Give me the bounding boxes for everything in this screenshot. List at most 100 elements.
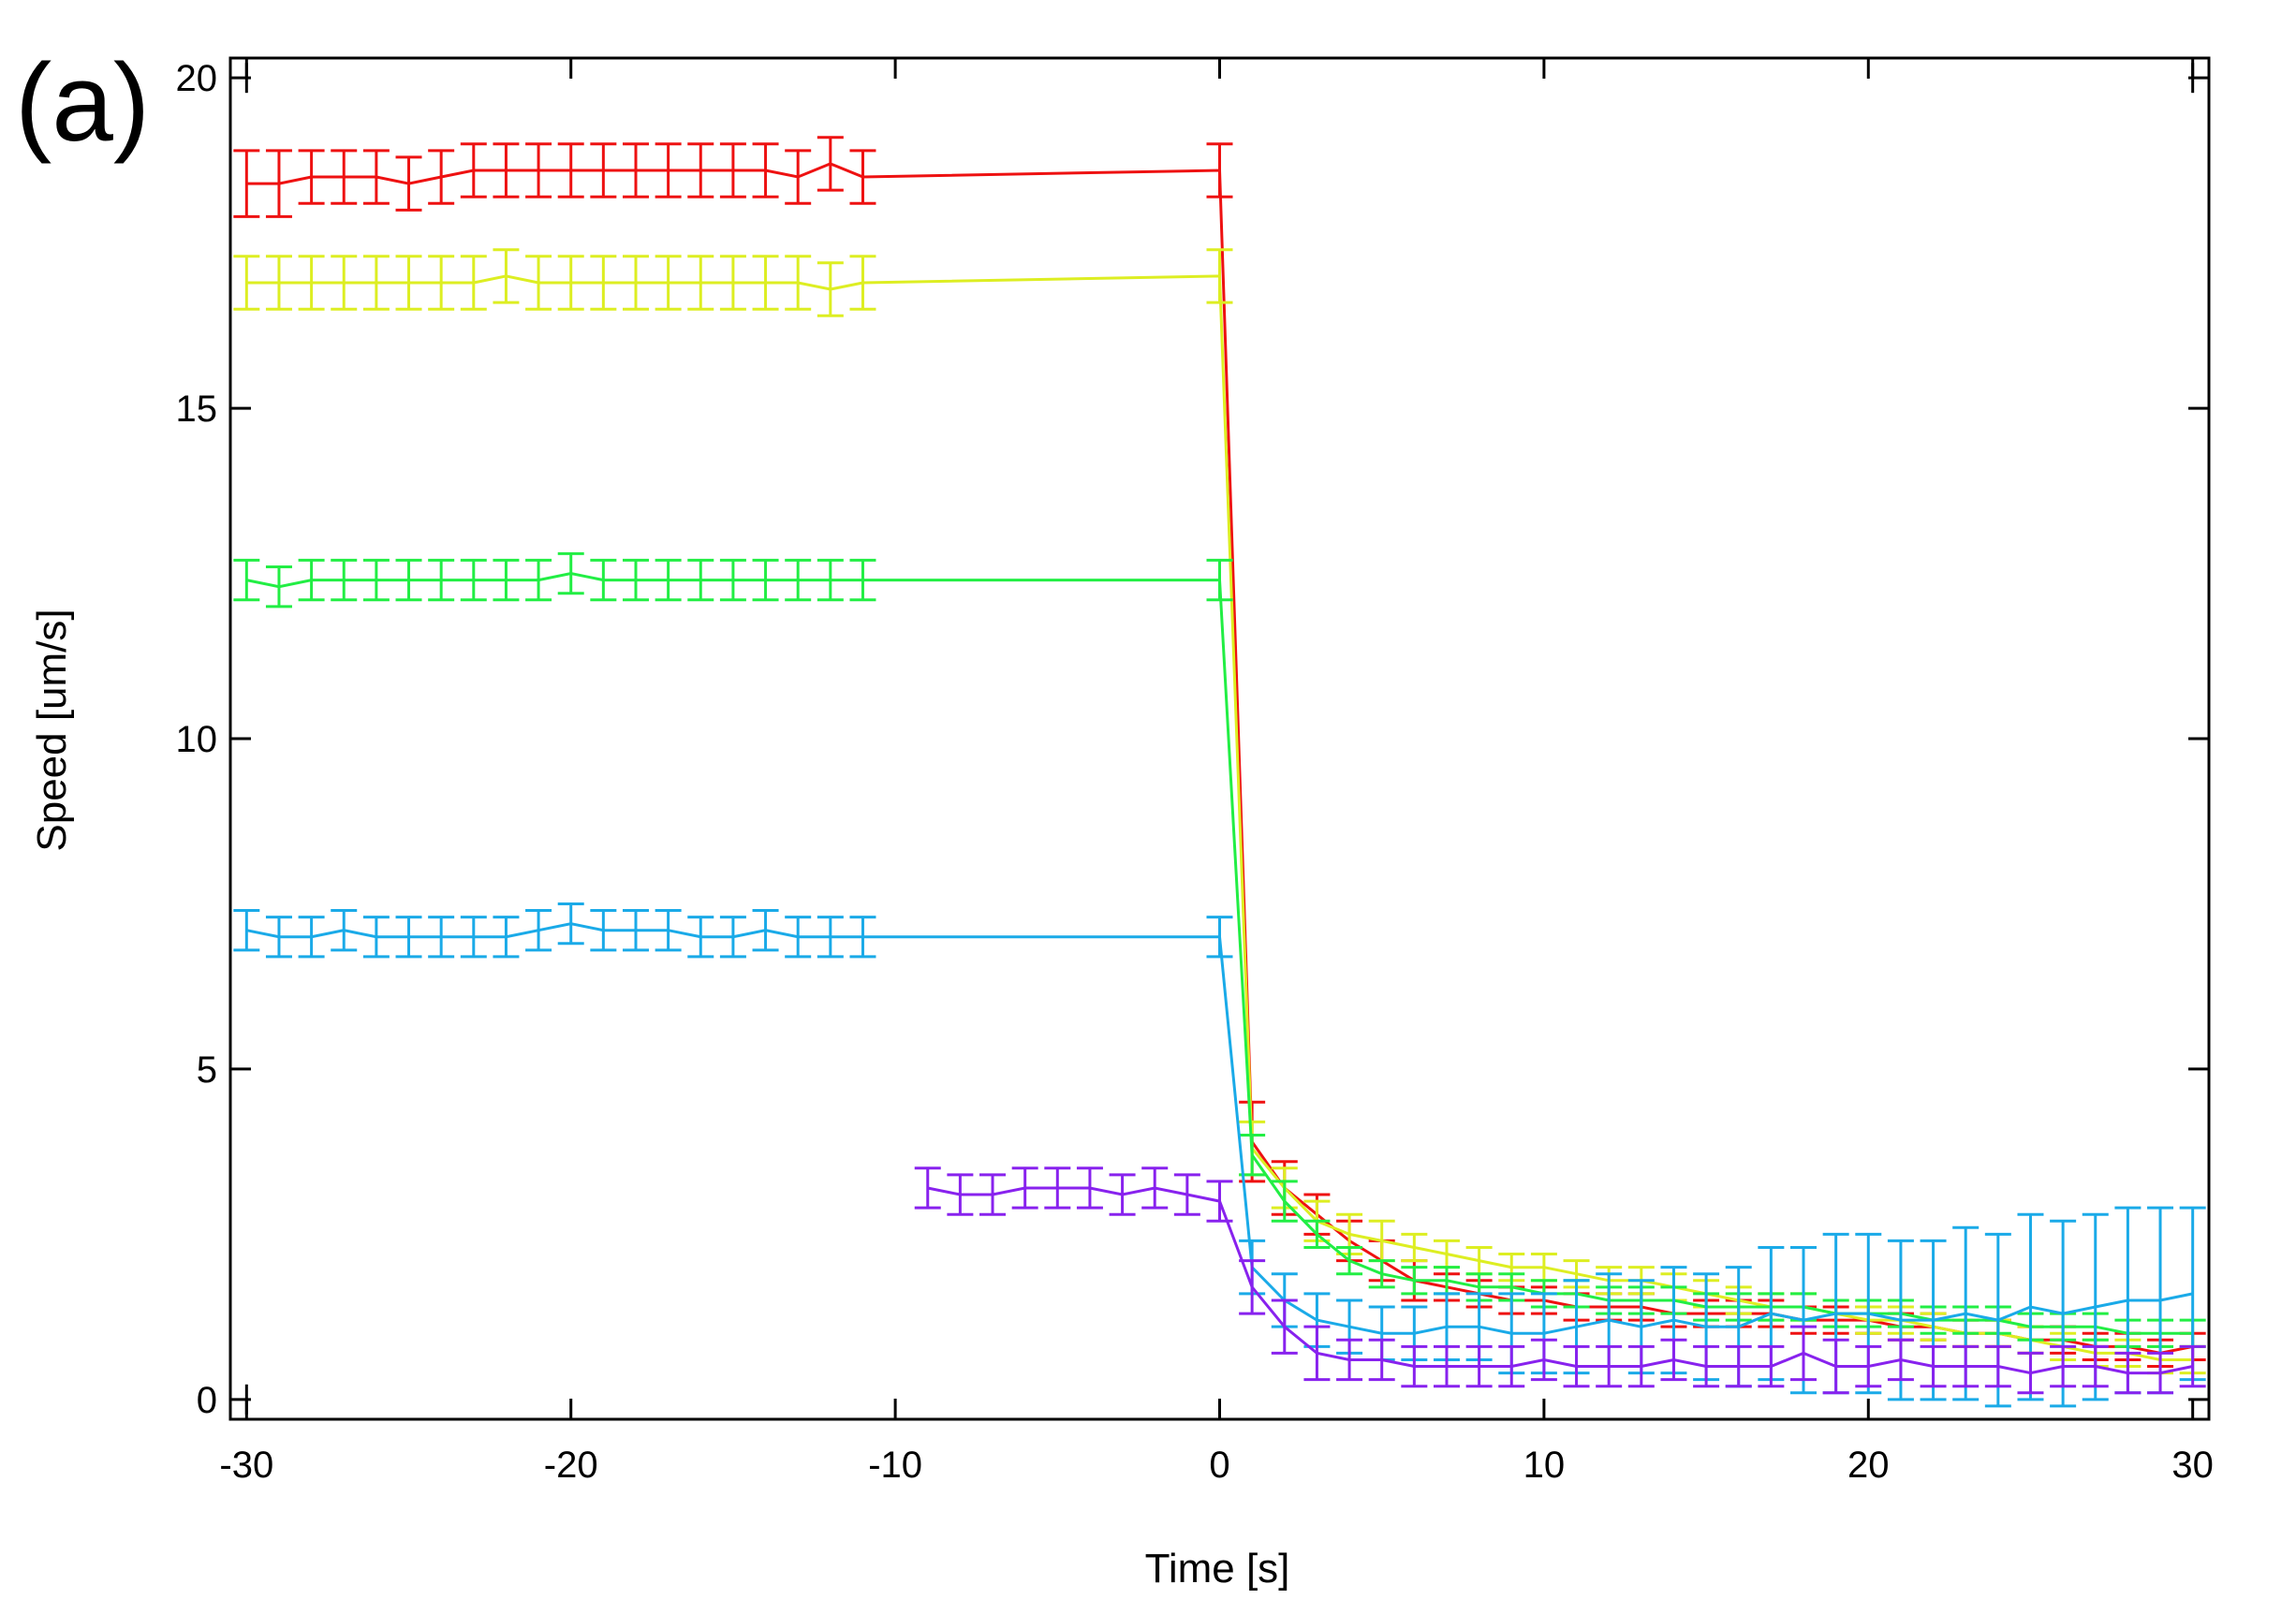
error-bar — [428, 255, 455, 311]
error-bar — [557, 902, 584, 946]
error-bar — [428, 558, 455, 602]
error-bar — [1725, 1344, 1752, 1388]
error-bar — [655, 558, 682, 602]
error-bar — [687, 558, 714, 602]
error-bar — [817, 916, 844, 959]
error-bar — [493, 558, 520, 602]
error-bar — [233, 149, 260, 218]
error-bar — [1239, 1259, 1266, 1315]
error-bar — [265, 149, 292, 218]
error-bar — [525, 558, 552, 602]
error-bar — [849, 255, 876, 311]
error-bar — [395, 155, 422, 212]
error-bar — [460, 255, 487, 311]
error-bar — [655, 142, 682, 198]
error-bar — [752, 558, 779, 602]
error-bar — [785, 558, 812, 602]
error-bar — [460, 916, 487, 959]
error-bar — [1596, 1344, 1623, 1388]
error-bar — [1271, 1298, 1298, 1355]
error-bar — [1984, 1344, 2011, 1388]
error-bar — [298, 149, 325, 205]
error-bar — [752, 909, 779, 952]
error-bar — [1627, 1344, 1655, 1388]
error-bar — [1920, 1344, 1947, 1388]
error-bar — [428, 149, 455, 205]
error-bar — [265, 255, 292, 311]
error-bar — [1433, 1344, 1460, 1388]
error-bar — [687, 916, 714, 959]
error-bar — [1822, 1338, 1849, 1395]
series-layer — [233, 136, 2206, 1408]
error-bar — [1206, 248, 1233, 304]
error-bar — [525, 255, 552, 311]
error-bar — [395, 558, 422, 602]
error-bar — [1660, 1338, 1687, 1382]
error-bar — [460, 142, 487, 198]
error-bar — [785, 255, 812, 311]
error-bar — [1368, 1338, 1395, 1382]
error-bar — [622, 255, 649, 311]
error-bar — [298, 558, 325, 602]
y-axis-title: Speed [um/s] — [29, 609, 75, 851]
error-bar — [1563, 1344, 1590, 1388]
error-bar — [557, 255, 584, 311]
error-bar — [1530, 1338, 1557, 1382]
error-bar — [1271, 1180, 1298, 1223]
error-bar — [428, 916, 455, 959]
error-bar — [233, 558, 260, 602]
error-bar — [719, 142, 746, 198]
error-bar — [331, 149, 358, 205]
error-bar — [979, 1173, 1007, 1216]
error-bar — [752, 255, 779, 311]
series-blue — [233, 902, 2206, 1408]
error-bar — [590, 558, 617, 602]
error-bar — [1758, 1344, 1785, 1388]
error-bar — [849, 149, 876, 205]
error-bar — [2050, 1344, 2077, 1388]
x-tick-label: -20 — [544, 1445, 598, 1486]
error-bar — [331, 558, 358, 602]
error-bar — [719, 916, 746, 959]
error-bar — [1206, 142, 1233, 198]
error-bar — [298, 916, 325, 959]
y-tick-label: 15 — [176, 389, 218, 430]
error-bar — [1855, 1344, 1882, 1388]
error-bar — [622, 558, 649, 602]
error-bar — [265, 916, 292, 959]
error-bar — [1303, 1219, 1331, 1249]
error-bar — [817, 558, 844, 602]
error-bar — [233, 909, 260, 952]
error-bar — [785, 149, 812, 205]
x-tick-label: -10 — [868, 1445, 922, 1486]
error-bar — [622, 909, 649, 952]
error-bar — [1109, 1173, 1136, 1216]
error-bar — [233, 255, 260, 311]
error-bar — [362, 149, 390, 205]
error-bar — [493, 248, 520, 304]
error-bar — [1173, 1173, 1200, 1216]
error-bar — [1465, 1245, 1493, 1276]
series-line-red — [246, 162, 2193, 1355]
y-tick-label: 20 — [176, 58, 218, 99]
error-bar — [331, 255, 358, 311]
error-bar — [719, 558, 746, 602]
error-bar — [395, 916, 422, 959]
error-bar — [362, 916, 390, 959]
error-bar — [1044, 1166, 1071, 1210]
error-bar — [849, 916, 876, 959]
error-bar — [1433, 1239, 1460, 1269]
error-bar — [557, 551, 584, 595]
x-tick-label: -30 — [219, 1445, 273, 1486]
error-bar — [265, 565, 292, 609]
error-bar — [2017, 1351, 2044, 1395]
error-bar — [1401, 1266, 1428, 1296]
error-bar — [655, 909, 682, 952]
error-bar — [1693, 1344, 1720, 1388]
error-bar — [719, 255, 746, 311]
error-bar — [1336, 1245, 1363, 1276]
error-bar — [914, 1166, 941, 1210]
panel-label: (a) — [15, 41, 150, 165]
error-bar — [1790, 1325, 1818, 1382]
